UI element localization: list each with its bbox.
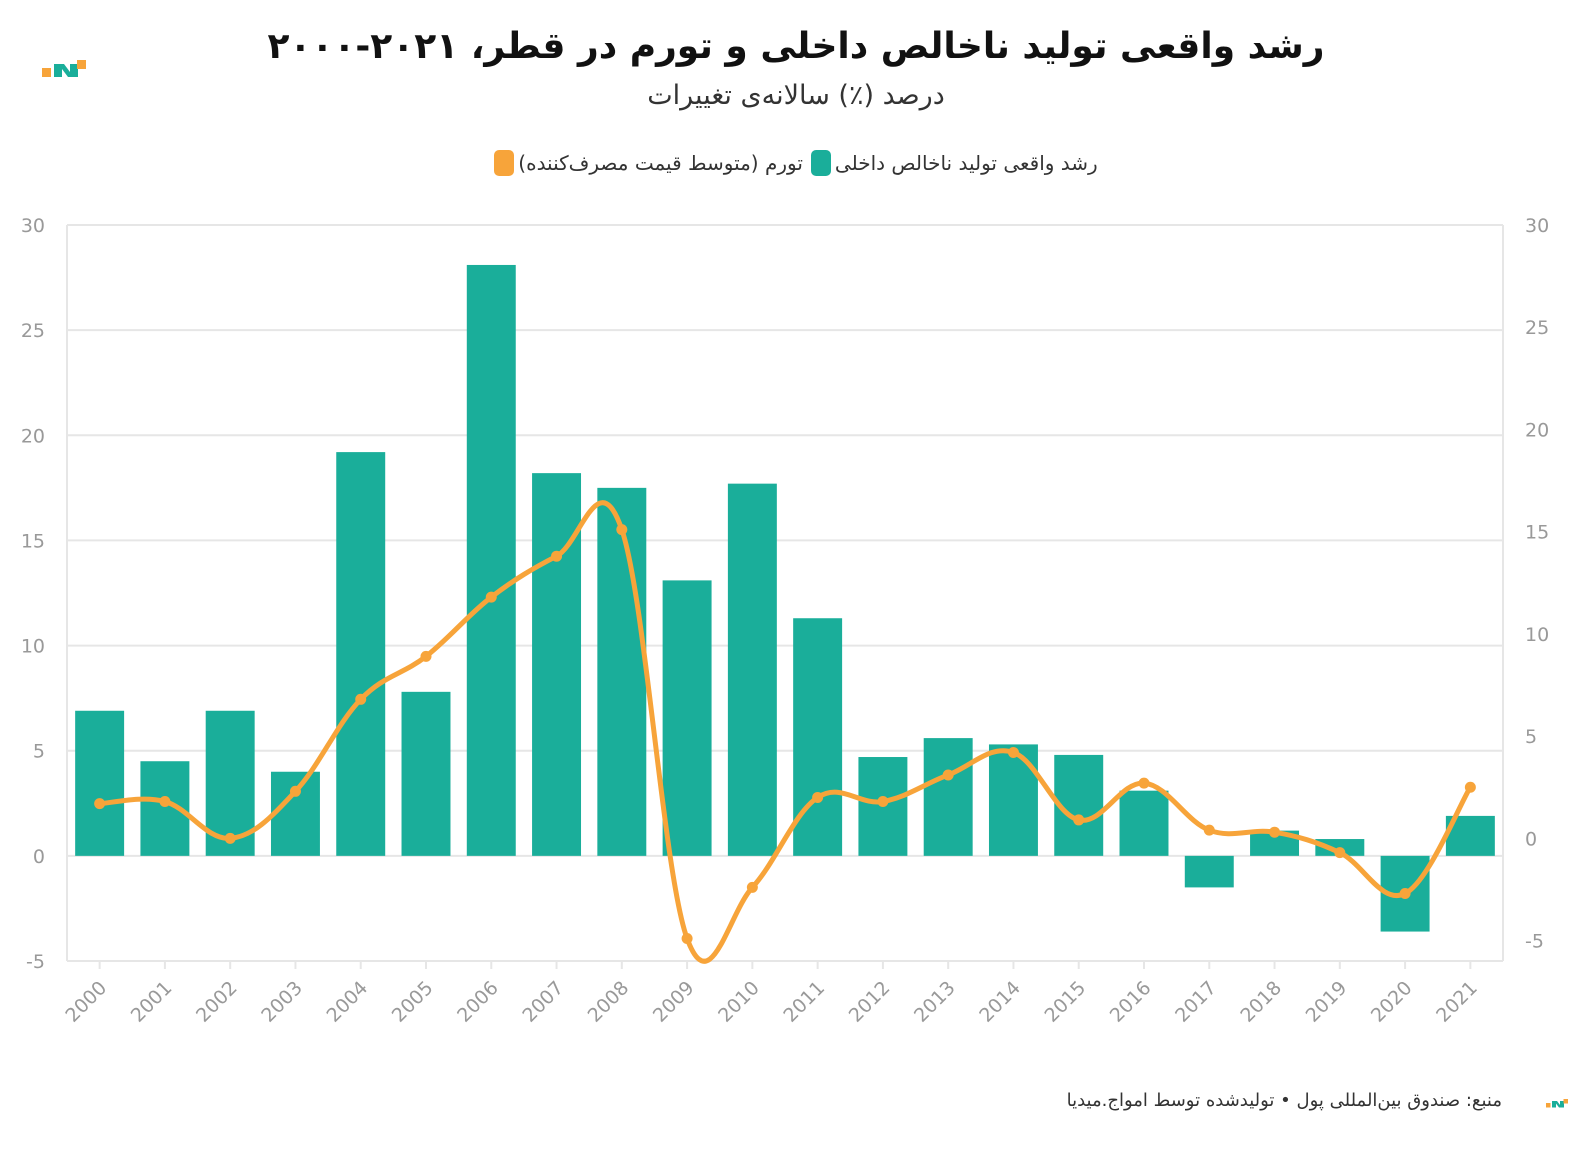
y-right-tick-label: -5: [1525, 931, 1544, 953]
x-tick-label: 2011: [779, 977, 829, 1027]
brand-logo-icon: [42, 60, 86, 77]
x-tick-label: 2007: [518, 977, 568, 1027]
inflation-point: [355, 693, 367, 705]
source-footer: منبع: صندوق بین‌المللی پول • تولیدشده تو…: [1067, 1090, 1502, 1111]
x-tick-label: 2012: [845, 977, 895, 1027]
gdp-bar: [793, 618, 843, 856]
x-tick-label: 2004: [323, 977, 373, 1027]
y-left-tick-label: 30: [21, 215, 45, 237]
inflation-point: [1269, 826, 1281, 838]
inflation-point: [616, 524, 628, 536]
footer-logo-icon: [1546, 1099, 1568, 1108]
inflation-point: [551, 550, 563, 562]
inflation-point: [942, 769, 954, 781]
inflation-point: [1073, 814, 1085, 826]
x-tick-label: 2015: [1041, 977, 1091, 1027]
x-tick-label: 2005: [388, 977, 438, 1027]
x-tick-label: 2008: [584, 977, 634, 1027]
chart-legend: رشد واقعی تولید ناخالص داخلی تورم (متوسط…: [0, 150, 1592, 176]
legend-swatch-inflation: [494, 150, 515, 176]
x-tick-label: 2017: [1171, 977, 1221, 1027]
inflation-point: [812, 791, 824, 803]
inflation-point: [159, 796, 171, 808]
y-left-tick-label: 0: [33, 846, 45, 868]
legend-label-gdp: رشد واقعی تولید ناخالص داخلی: [834, 151, 1098, 175]
inflation-point: [1138, 777, 1150, 789]
x-tick-label: 2003: [257, 977, 307, 1027]
source-text: منبع: صندوق بین‌المللی پول • تولیدشده تو…: [1066, 1090, 1502, 1111]
gdp-bar: [1119, 790, 1169, 856]
legend-label-inflation: تورم (متوسط قیمت مصرف‌کننده): [518, 151, 803, 175]
y-right-tick-label: 5: [1525, 726, 1537, 748]
x-tick-label: 2010: [714, 977, 764, 1027]
inflation-point: [94, 798, 106, 810]
gdp-bar: [336, 452, 386, 856]
y-left-tick-label: 20: [21, 425, 45, 447]
x-tick-label: 2014: [975, 977, 1025, 1027]
y-right-tick-label: 15: [1525, 522, 1549, 544]
y-right-tick-label: 30: [1525, 215, 1549, 237]
y-left-tick-label: 25: [21, 320, 45, 342]
gdp-bar: [1184, 855, 1234, 888]
inflation-point: [1464, 781, 1476, 793]
x-tick-label: 2002: [192, 977, 242, 1027]
y-left-tick-label: 5: [33, 741, 45, 763]
x-tick-label: 2021: [1432, 977, 1482, 1027]
y-right-tick-label: 0: [1525, 828, 1537, 850]
line-layer: [94, 500, 1476, 964]
chart-subtitle: درصد (٪) سالانه‌ی تغییرات: [647, 80, 945, 111]
gdp-bar: [662, 580, 712, 856]
gdp-bar: [466, 264, 516, 856]
y-right-tick-label: 20: [1525, 419, 1549, 441]
gdp-bar: [727, 483, 777, 856]
x-tick-label: 2016: [1106, 977, 1156, 1027]
gdp-bar: [270, 771, 320, 856]
gdp-bar: [75, 710, 125, 856]
y-left-tick-label: -5: [26, 951, 45, 973]
x-tick-label: 2020: [1367, 977, 1417, 1027]
x-tick-label: 2001: [127, 977, 177, 1027]
x-tick-label: 2006: [453, 977, 503, 1027]
inflation-point: [1399, 888, 1411, 900]
inflation-point: [485, 591, 497, 603]
gdp-bar: [401, 691, 451, 856]
x-tick-label: 2019: [1302, 977, 1352, 1027]
legend-swatch-gdp: [810, 150, 831, 176]
legend-item-gdp[interactable]: رشد واقعی تولید ناخالص داخلی: [810, 150, 1098, 176]
y-left-tick-label: 10: [21, 636, 45, 658]
legend-item-inflation[interactable]: تورم (متوسط قیمت مصرف‌کننده): [494, 150, 803, 176]
inflation-point: [289, 785, 301, 797]
inflation-point: [681, 933, 693, 945]
y-right-tick-label: 10: [1525, 624, 1549, 646]
gdp-bar: [923, 738, 973, 856]
gdp-bar: [532, 473, 582, 856]
inflation-point: [746, 881, 758, 893]
gdp-bar: [988, 744, 1038, 856]
gdp-bar: [597, 487, 647, 856]
inflation-point: [1203, 824, 1215, 836]
inflation-point: [1334, 847, 1346, 859]
bar-layer: [75, 264, 1495, 932]
x-tick-label: 2018: [1236, 977, 1286, 1027]
inflation-point: [1007, 746, 1019, 758]
inflation-point: [224, 832, 236, 844]
inflation-point: [877, 796, 889, 808]
inflation-point: [420, 650, 432, 662]
x-tick-label: 2009: [649, 977, 699, 1027]
x-tick-label: 2000: [61, 977, 111, 1027]
y-right-tick-label: 25: [1525, 317, 1549, 339]
chart-title: رشد واقعی تولید ناخالص داخلی و تورم در ق…: [267, 26, 1325, 67]
inflation-line: [99, 500, 1473, 964]
x-tick-label: 2013: [910, 977, 960, 1027]
y-left-tick-label: 15: [21, 530, 45, 552]
axis-layer: -5 0 5 10 15 20 25 30 -5 0 5 10 15 20 25 30 2000 2001 2002…: [21, 215, 1549, 1027]
